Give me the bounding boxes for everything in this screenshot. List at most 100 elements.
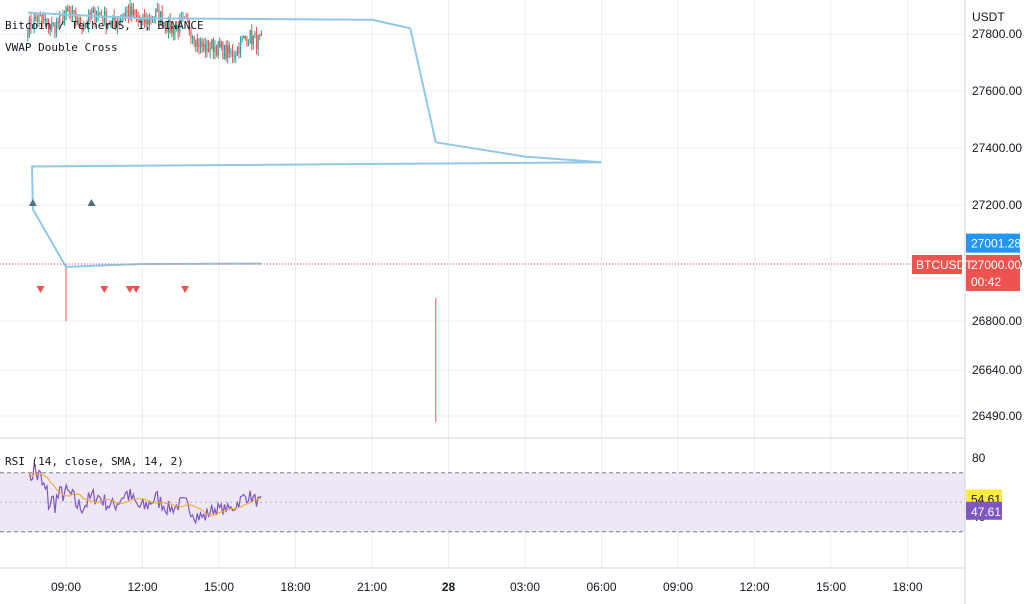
candle	[47, 18, 50, 34]
candle	[79, 16, 82, 28]
time-tick-label: 06:00	[586, 580, 616, 594]
candle	[249, 29, 251, 44]
time-axis[interactable]: 09:00 12:00 15:00 18:00 21:00 28 03:00 06:00 09:…	[0, 567, 965, 594]
candle-body	[118, 21, 120, 23]
candle	[38, 12, 40, 27]
candle-body	[33, 16, 35, 27]
candle	[67, 4, 69, 12]
countdown-text: 00:42	[971, 275, 1001, 289]
candle	[166, 22, 168, 34]
candle-body	[199, 40, 202, 48]
candle-body	[73, 10, 75, 12]
candle-body	[231, 51, 234, 58]
price-tick-label: 26640.00	[972, 363, 1022, 377]
candle-body	[102, 16, 104, 22]
candle	[65, 5, 67, 21]
time-tick-label: 12:00	[739, 580, 769, 594]
candle-body	[241, 38, 243, 40]
candle-body	[54, 23, 56, 34]
candle-body	[188, 21, 190, 32]
candle	[239, 36, 242, 58]
candle	[113, 9, 115, 28]
candle-body	[68, 11, 70, 13]
candle-body	[81, 26, 83, 31]
candle-body	[105, 11, 107, 28]
candle	[78, 16, 80, 26]
price-tick-label: 27200.00	[972, 198, 1022, 212]
candle	[260, 30, 262, 36]
candle-body	[166, 28, 168, 33]
candle	[257, 34, 259, 56]
candle	[147, 14, 149, 31]
candle-body	[62, 13, 64, 24]
candle	[41, 12, 43, 27]
candle-body	[107, 23, 109, 28]
candle	[63, 10, 66, 26]
candle	[164, 22, 166, 34]
candle-body	[156, 8, 158, 10]
candle-body	[92, 8, 94, 13]
candle-body	[99, 12, 101, 14]
vwap-line	[27, 11, 602, 268]
candle-body	[249, 30, 251, 44]
price-tick-label: 27800.00	[972, 27, 1022, 41]
candle	[244, 35, 246, 41]
candle-body	[177, 25, 179, 33]
candle	[49, 24, 51, 36]
rsi-panel[interactable]	[0, 462, 965, 533]
candle	[105, 7, 107, 35]
candle-body	[183, 17, 186, 18]
candle	[36, 14, 38, 28]
candle	[203, 38, 205, 52]
candle-body	[41, 15, 43, 20]
candle-body	[131, 6, 133, 16]
candle	[177, 20, 179, 40]
candle-body	[108, 23, 110, 26]
candle-body	[169, 18, 171, 33]
candle	[196, 34, 198, 53]
candle-body	[79, 17, 82, 27]
candle-body	[159, 11, 162, 23]
candle-body	[86, 24, 88, 26]
candle-body	[142, 14, 144, 19]
candle	[86, 19, 88, 28]
candle	[225, 40, 227, 62]
candle-body	[215, 46, 218, 56]
candle-body	[211, 39, 213, 49]
candle-body	[43, 18, 45, 20]
sell-signal-marker	[132, 285, 141, 293]
candle-body	[244, 36, 246, 39]
candle	[199, 37, 202, 54]
candle-body	[167, 18, 170, 33]
candle-body	[164, 22, 166, 29]
candle-body	[257, 35, 259, 49]
candle	[255, 26, 258, 55]
candle-body	[227, 45, 229, 59]
time-tick-label: 18:00	[892, 580, 922, 594]
candle-body	[175, 25, 178, 30]
candle	[227, 39, 229, 64]
candle	[211, 39, 213, 50]
time-tick-label: 28	[442, 580, 456, 594]
candle-body	[36, 18, 38, 22]
rsi-sma-value-text: 47.61	[971, 505, 1001, 519]
candle	[217, 41, 219, 59]
candle	[174, 24, 176, 41]
candle-body	[222, 42, 224, 59]
candle	[223, 44, 226, 60]
candle	[220, 40, 222, 51]
candle	[183, 16, 186, 18]
candle	[46, 17, 48, 26]
candle-body	[151, 19, 154, 20]
candle	[238, 42, 240, 59]
candle-body	[223, 44, 226, 59]
candle	[71, 5, 74, 22]
price-tick-label: 26490.00	[972, 409, 1022, 423]
candle	[116, 15, 118, 35]
candle	[76, 16, 78, 26]
candle-body	[260, 33, 262, 36]
candle-body	[147, 17, 149, 25]
buy-signal-marker	[87, 198, 96, 206]
